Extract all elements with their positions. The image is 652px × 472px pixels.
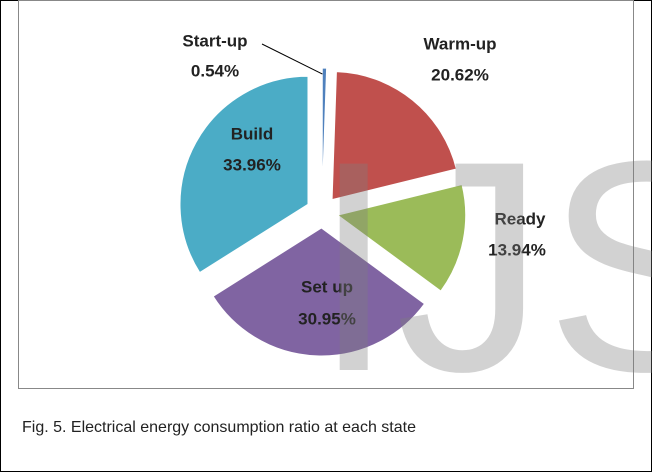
slice-value-label: 20.62% — [431, 65, 489, 84]
slice-value-label: 33.96% — [223, 155, 281, 174]
pie: Start-up 0.54% Warm-up 20.62% Ready 13.94% Set… — [179, 31, 546, 357]
pie-slice — [212, 227, 426, 357]
slice-value-label: 13.94% — [488, 240, 546, 259]
pie-slice — [179, 75, 309, 274]
caption: Fig. 5. Electrical energy consumption ra… — [22, 419, 416, 436]
watermark: IJS — [312, 98, 652, 434]
plot-area — [18, 0, 634, 389]
slice-label: Start-up — [182, 31, 247, 50]
slice-label: Build — [231, 124, 274, 143]
pie-slice — [321, 67, 328, 197]
pie-slice — [331, 71, 457, 201]
slice-value-label: 30.95% — [298, 309, 356, 328]
leader-line — [261, 43, 323, 75]
slice-value-label: 0.54% — [191, 61, 239, 80]
slice-label: Ready — [494, 209, 546, 228]
slice-label: Set up — [301, 277, 353, 296]
slice-label: Warm-up — [423, 34, 496, 53]
pie-slice — [336, 183, 467, 292]
